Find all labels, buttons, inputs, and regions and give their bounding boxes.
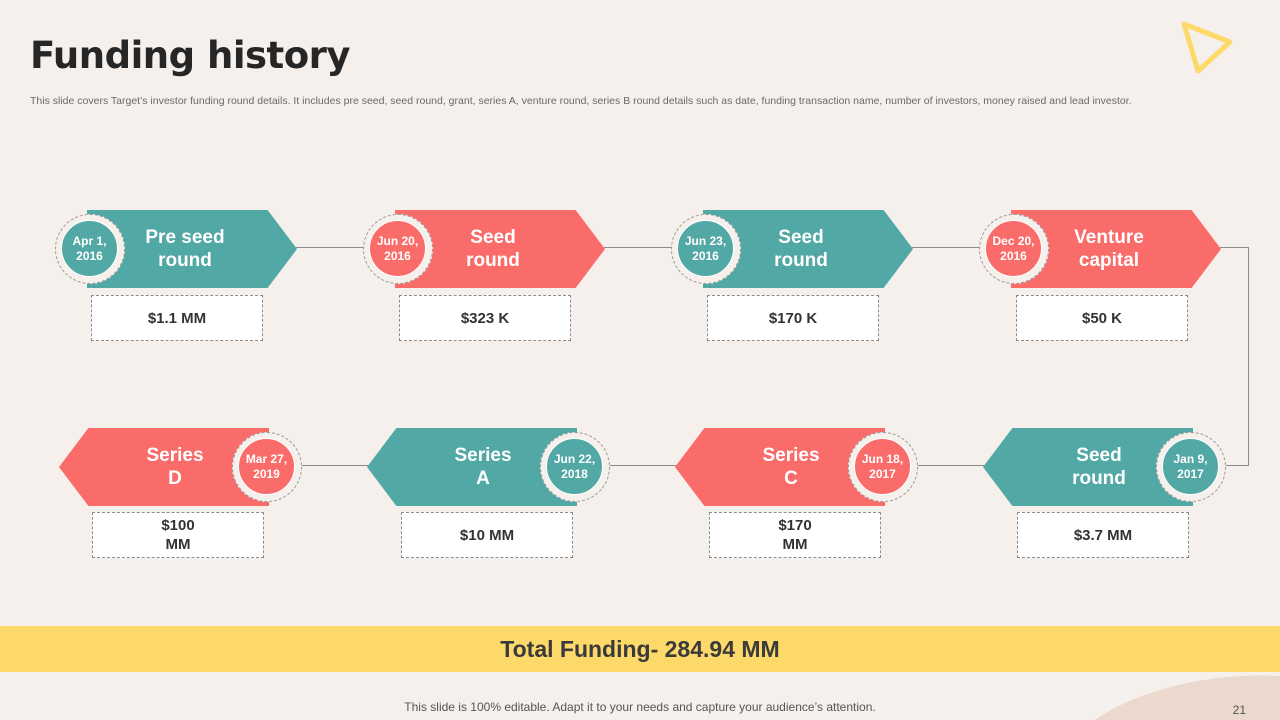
total-funding-banner: Total Funding- 284.94 MM (0, 626, 1280, 672)
date-circle: Dec 20, 2016 (979, 214, 1049, 284)
date-label: Jun 23, 2016 (677, 220, 734, 277)
connector-line (298, 465, 370, 466)
date-circle: Jun 20, 2016 (363, 214, 433, 284)
connector-line (1248, 247, 1249, 466)
footer-note: This slide is 100% editable. Adapt it to… (404, 700, 876, 714)
funding-stage: Series C Jun 18, 2017 (675, 428, 920, 506)
connector-line (912, 247, 990, 248)
funding-stage: Seed round Jan 9, 2017 (983, 428, 1228, 506)
connector-line (914, 465, 986, 466)
amount-box: $1.1 MM (91, 295, 263, 341)
date-circle: Apr 1, 2016 (55, 214, 125, 284)
connector-line (604, 247, 682, 248)
date-label: Mar 27, 2019 (238, 438, 295, 495)
amount-box: $50 K (1016, 295, 1188, 341)
date-label: Jun 20, 2016 (369, 220, 426, 277)
amount-box: $10 MM (401, 512, 573, 558)
amount-box: $3.7 MM (1017, 512, 1189, 558)
slide-subtitle: This slide covers Target’s investor fund… (30, 95, 1132, 107)
connector-line (606, 465, 678, 466)
play-triangle-icon (1181, 21, 1233, 74)
date-circle: Jan 9, 2017 (1156, 432, 1226, 502)
date-label: Jun 22, 2018 (546, 438, 603, 495)
connector-line (1220, 247, 1249, 248)
amount-box: $170 K (707, 295, 879, 341)
funding-stage: Pre seed round Apr 1, 2016 (55, 210, 300, 288)
connector-line (1222, 465, 1249, 466)
date-circle: Jun 18, 2017 (848, 432, 918, 502)
connector-line (296, 247, 374, 248)
date-circle: Mar 27, 2019 (232, 432, 302, 502)
date-label: Jan 9, 2017 (1162, 438, 1219, 495)
funding-stage: Series A Jun 22, 2018 (367, 428, 612, 506)
date-label: Dec 20, 2016 (985, 220, 1042, 277)
amount-box: $323 K (399, 295, 571, 341)
amount-box: $100 MM (92, 512, 264, 558)
decorative-swoosh (1095, 675, 1280, 720)
funding-stage: Venture capital Dec 20, 2016 (979, 210, 1224, 288)
date-circle: Jun 23, 2016 (671, 214, 741, 284)
date-label: Apr 1, 2016 (61, 220, 118, 277)
round-arrow: Venture capital (1011, 210, 1221, 288)
page-number: 21 (1232, 703, 1246, 717)
amount-box: $170 MM (709, 512, 881, 558)
date-circle: Jun 22, 2018 (540, 432, 610, 502)
funding-stage: Seed round Jun 20, 2016 (363, 210, 608, 288)
date-label: Jun 18, 2017 (854, 438, 911, 495)
funding-stage: Series D Mar 27, 2019 (59, 428, 304, 506)
slide-title: Funding history (30, 34, 351, 77)
funding-stage: Seed round Jun 23, 2016 (671, 210, 916, 288)
total-funding-text: Total Funding- 284.94 MM (500, 635, 780, 662)
